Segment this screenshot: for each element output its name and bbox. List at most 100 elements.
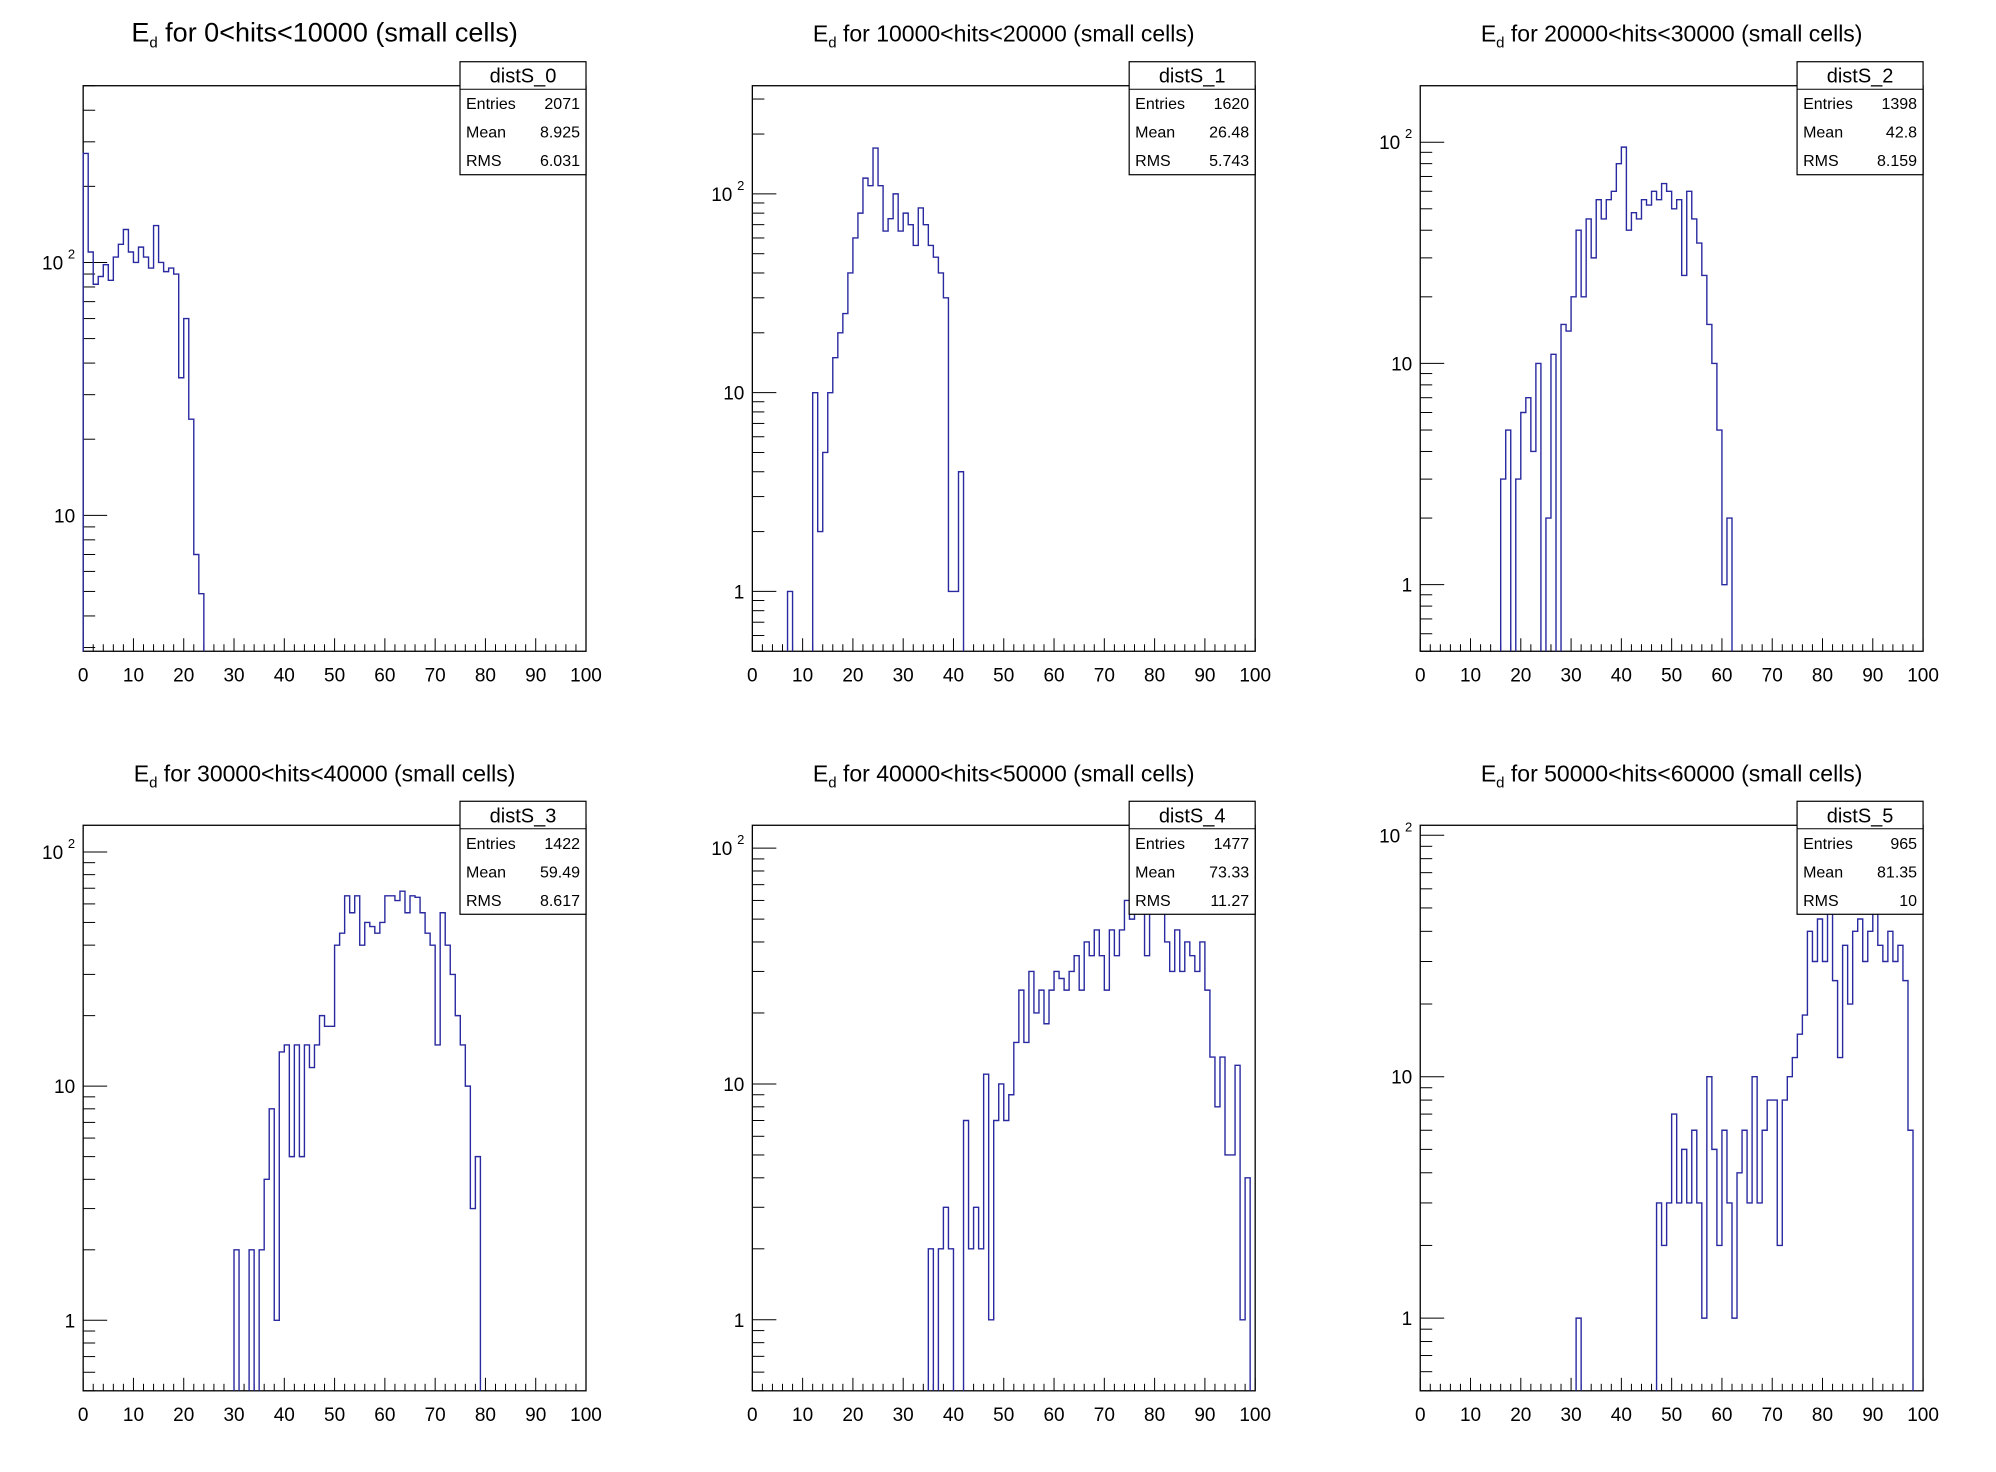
x-tick-label: 80 xyxy=(1812,1405,1833,1426)
x-tick-label: 60 xyxy=(1043,665,1064,686)
y-tick-label: 10 xyxy=(723,384,744,405)
stats-mean-value: 42.8 xyxy=(1886,125,1917,142)
stats-box xyxy=(1128,800,1256,915)
stats-entries-value: 1477 xyxy=(1214,836,1250,853)
stats-rms-value: 6.031 xyxy=(540,153,580,170)
chart-title: Ed for 20000<hits<30000 (small cells) xyxy=(1481,21,1863,52)
stats-name: distS_3 xyxy=(490,805,557,827)
x-tick-label: 10 xyxy=(792,1405,813,1426)
chart-title: Ed for 10000<hits<20000 (small cells) xyxy=(813,21,1195,52)
x-tick-label: 50 xyxy=(1661,665,1682,686)
stats-box xyxy=(1796,800,1924,915)
x-tick-label: 20 xyxy=(1510,1405,1531,1426)
y-tick-label: 1 xyxy=(734,582,745,603)
stats-entries-value: 1398 xyxy=(1881,96,1917,113)
stats-rms-value: 11.27 xyxy=(1210,893,1249,910)
x-tick-label: 50 xyxy=(324,665,345,686)
x-tick-label: 40 xyxy=(943,665,964,686)
x-tick-label: 0 xyxy=(747,1405,758,1426)
histogram-series xyxy=(1575,897,1914,1391)
stats-mean-label: Mean xyxy=(1135,125,1175,142)
stats-mean-label: Mean xyxy=(466,125,506,142)
x-tick-label: 10 xyxy=(1460,665,1481,686)
x-tick-label: 40 xyxy=(274,1405,295,1426)
y-tick-label: 10 xyxy=(42,843,63,864)
stats-rms-label: RMS xyxy=(466,893,502,910)
x-tick-label: 70 xyxy=(425,665,446,686)
x-tick-label: 90 xyxy=(1862,665,1883,686)
stats-rms-value: 8.159 xyxy=(1877,153,1917,170)
stats-name: distS_5 xyxy=(1827,805,1894,827)
y-tick-label: 10 xyxy=(42,253,63,274)
x-tick-label: 30 xyxy=(1561,1405,1582,1426)
x-tick-label: 100 xyxy=(570,665,602,686)
stats-mean-label: Mean xyxy=(466,864,506,881)
y-tick-label: 10 xyxy=(1391,354,1412,375)
x-tick-label: 30 xyxy=(223,1405,244,1426)
x-tick-label: 100 xyxy=(570,1405,602,1426)
x-tick-label: 50 xyxy=(993,665,1014,686)
x-tick-label: 70 xyxy=(425,1405,446,1426)
stats-entries-label: Entries xyxy=(1803,96,1853,113)
stats-entries-value: 2071 xyxy=(544,96,580,113)
chart-title: Ed for 0<hits<10000 (small cells) xyxy=(131,18,518,52)
y-tick-label: 10 xyxy=(54,506,75,527)
x-tick-label: 40 xyxy=(274,665,295,686)
x-tick-label: 80 xyxy=(1144,1405,1165,1426)
stats-name: distS_1 xyxy=(1159,66,1226,88)
stats-mean-value: 59.49 xyxy=(540,864,580,881)
x-tick-label: 10 xyxy=(123,665,144,686)
x-tick-label: 60 xyxy=(1711,665,1732,686)
x-tick-label: 0 xyxy=(78,1405,89,1426)
x-tick-label: 30 xyxy=(893,1405,914,1426)
x-tick-label: 100 xyxy=(1239,1405,1271,1426)
stats-mean-label: Mean xyxy=(1135,864,1175,881)
x-tick-label: 100 xyxy=(1239,665,1271,686)
x-tick-label: 0 xyxy=(78,665,89,686)
stats-name: distS_2 xyxy=(1827,66,1894,88)
stats-rms-label: RMS xyxy=(1803,893,1839,910)
x-tick-label: 50 xyxy=(993,1405,1014,1426)
stats-entries-label: Entries xyxy=(466,96,516,113)
y-tick-label-exponent: 2 xyxy=(68,246,75,261)
x-tick-label: 10 xyxy=(792,665,813,686)
x-tick-label: 10 xyxy=(1460,1405,1481,1426)
x-tick-label: 80 xyxy=(475,665,496,686)
y-tick-label: 1 xyxy=(65,1311,76,1332)
histogram-panel-0: 0 10 20 30 40 50 60 70 80 90 100 10 10 2 Ed for 0<hits… xyxy=(42,18,602,687)
stats-rms-value: 8.617 xyxy=(540,893,580,910)
x-tick-label: 80 xyxy=(1812,665,1833,686)
y-tick-label: 10 xyxy=(1379,826,1400,847)
x-tick-label: 40 xyxy=(1611,665,1632,686)
stats-mean-value: 26.48 xyxy=(1209,125,1249,142)
x-tick-label: 50 xyxy=(1661,1405,1682,1426)
x-tick-label: 60 xyxy=(1043,1405,1064,1426)
y-tick-label-exponent: 2 xyxy=(1405,819,1412,834)
x-tick-label: 20 xyxy=(173,665,194,686)
y-tick-label: 1 xyxy=(734,1311,745,1332)
x-tick-label: 60 xyxy=(374,665,395,686)
y-tick-label: 10 xyxy=(711,185,732,206)
x-tick-label: 0 xyxy=(1415,665,1426,686)
x-tick-label: 30 xyxy=(893,665,914,686)
stats-box xyxy=(1796,61,1924,176)
x-tick-label: 0 xyxy=(747,665,758,686)
y-tick-label-exponent: 2 xyxy=(737,832,744,847)
y-tick-label: 1 xyxy=(1402,1309,1413,1330)
x-tick-label: 0 xyxy=(1415,1405,1426,1426)
y-tick-label: 10 xyxy=(723,1075,744,1096)
y-tick-label: 10 xyxy=(711,839,732,860)
y-tick-label-exponent: 2 xyxy=(68,836,75,851)
y-tick-label: 1 xyxy=(1402,576,1413,597)
x-tick-label: 30 xyxy=(223,665,244,686)
stats-mean-value: 8.925 xyxy=(540,125,580,142)
stats-entries-value: 1620 xyxy=(1214,96,1250,113)
histogram-series xyxy=(1499,146,1733,652)
x-tick-label: 100 xyxy=(1907,1405,1939,1426)
x-tick-label: 60 xyxy=(374,1405,395,1426)
